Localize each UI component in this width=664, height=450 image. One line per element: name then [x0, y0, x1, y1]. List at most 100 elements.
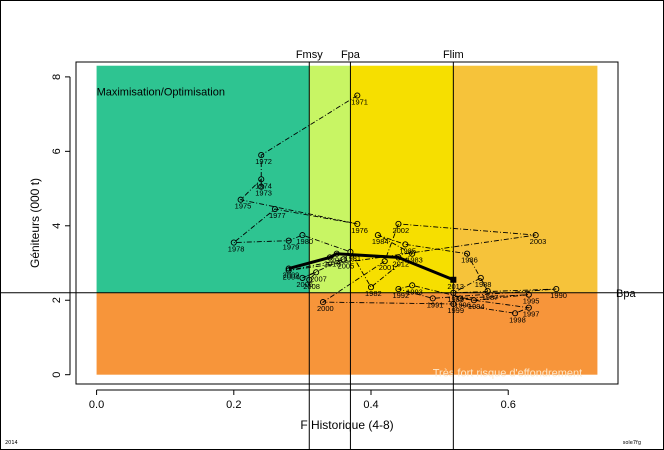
year-label-1990: 1990 — [550, 291, 567, 300]
x-tick-label-1: 0.2 — [226, 399, 241, 411]
year-label-1975: 1975 — [235, 202, 252, 211]
year-label-1986: 1986 — [461, 256, 478, 265]
year-label-1991: 1991 — [427, 300, 444, 309]
year-label-2000: 2000 — [317, 304, 334, 313]
data-point-2008 — [306, 276, 313, 283]
year-label-1978: 1978 — [228, 245, 245, 254]
data-point-2000 — [319, 299, 327, 306]
data-point-1974 — [258, 176, 265, 183]
data-point-1984 — [374, 232, 381, 239]
data-point-1992 — [395, 286, 402, 293]
data-point-1978 — [230, 239, 237, 246]
footer-right-label: sole7fg — [623, 440, 641, 446]
axes-layer: 0.0 0.2 0.4 0.6 0 2 4 6 8 — [51, 61, 619, 411]
year-label-2003: 2003 — [530, 237, 547, 246]
data-point-1979 — [285, 237, 292, 244]
year-label-1982: 1982 — [365, 289, 382, 298]
year-label-1996: 1996 — [454, 300, 471, 309]
year-label-1971: 1971 — [351, 98, 368, 107]
year-label-2009: 2009 — [283, 271, 300, 280]
data-point-2010 — [326, 254, 333, 261]
data-point-2013 — [450, 276, 457, 283]
year-label-2013: 2013 — [447, 282, 464, 291]
year-label-2006: 2006 — [296, 280, 313, 289]
series-line-0 — [232, 95, 557, 314]
data-point-1990 — [553, 286, 560, 293]
year-label-2005: 2005 — [338, 261, 355, 270]
zone-rect-4 — [96, 292, 598, 375]
year-label-1987: 1987 — [482, 293, 499, 302]
year-label-1994: 1994 — [468, 302, 485, 311]
year-label-1981: 1981 — [344, 254, 361, 263]
data-point-1982 — [367, 284, 375, 291]
year-label-2002: 2002 — [392, 226, 409, 235]
x-axis-title: F Historique (4-8) — [300, 418, 393, 432]
year-label-1992: 1992 — [392, 291, 409, 300]
plot-box — [75, 61, 619, 385]
x-tick-label-0: 0.0 — [89, 399, 104, 411]
zone-label-0: Maximisation/Optimisation — [97, 87, 225, 99]
data-point-1989 — [450, 289, 457, 296]
year-label-2001: 2001 — [379, 263, 396, 272]
zone-label-1: Très fort risque d'effondrement — [433, 368, 582, 380]
ref-label-flim: Flim — [443, 49, 464, 61]
year-label-1988: 1988 — [475, 280, 492, 289]
data-point-1991 — [429, 295, 436, 302]
year-label-1983: 1983 — [406, 256, 423, 265]
data-point-1987 — [484, 287, 491, 294]
data-point-1986 — [464, 250, 471, 257]
data-point-1977 — [271, 205, 279, 213]
year-label-1995: 1995 — [523, 297, 540, 306]
year-label-1993: 1993 — [406, 287, 423, 296]
year-label-1976: 1976 — [351, 226, 368, 235]
year-label-1974: 1974 — [255, 181, 272, 190]
year-label-1989: 1989 — [447, 295, 464, 304]
year-label-1979: 1979 — [283, 243, 300, 252]
year-label-1973: 1973 — [255, 189, 272, 198]
data-point-2012 — [395, 254, 402, 261]
year-label-1997: 1997 — [523, 310, 540, 319]
zone-rect-0 — [96, 65, 310, 293]
data-point-2005 — [340, 256, 347, 263]
data-point-2006 — [299, 274, 306, 281]
ref-label-fmsy: Fmsy — [296, 49, 323, 61]
y-tick-label-3: 6 — [51, 148, 63, 154]
data-point-2003 — [532, 232, 539, 239]
x-tick-label-3: 0.6 — [501, 399, 516, 411]
data-point-2011 — [333, 250, 340, 257]
data-point-2009 — [285, 265, 292, 272]
data-point-1975 — [237, 196, 244, 203]
data-point-1983 — [409, 250, 416, 257]
year-label-1977: 1977 — [269, 211, 286, 220]
year-label-1999: 1999 — [447, 306, 464, 315]
data-point-2001 — [381, 258, 388, 265]
series-line-1 — [288, 252, 454, 282]
y-tick-label-0: 0 — [51, 372, 63, 378]
data-point-1988 — [477, 274, 484, 281]
zone-rect-3 — [453, 65, 598, 293]
ref-label-fpa: Fpa — [341, 49, 361, 61]
data-point-1994 — [470, 297, 477, 304]
data-point-1976 — [354, 220, 361, 227]
x-tick-label-2: 0.4 — [363, 399, 378, 411]
data-point-1995 — [525, 291, 532, 298]
year-label-1984: 1984 — [372, 237, 389, 246]
data-point-1971 — [354, 92, 361, 99]
y-tick-label-1: 2 — [51, 297, 63, 303]
year-label-1980: 1980 — [296, 237, 313, 246]
year-label-2011: 2011 — [331, 256, 347, 265]
year-label-2010: 2010 — [324, 259, 341, 268]
year-label-2004: 2004 — [283, 272, 300, 281]
zone-label-layer: Maximisation/Optimisation Très fort risqu… — [97, 87, 583, 380]
y-axis-title: Géniteurs (000 t) — [28, 178, 42, 268]
year-label-2007: 2007 — [310, 274, 327, 283]
zone-layer — [96, 65, 598, 375]
year-label-1998: 1998 — [509, 315, 526, 324]
footer-left-label: 2014 — [5, 440, 18, 446]
data-point-1985 — [402, 241, 409, 248]
data-point-1998 — [512, 310, 519, 317]
data-point-1993 — [409, 282, 416, 289]
data-point-2007 — [313, 269, 320, 276]
